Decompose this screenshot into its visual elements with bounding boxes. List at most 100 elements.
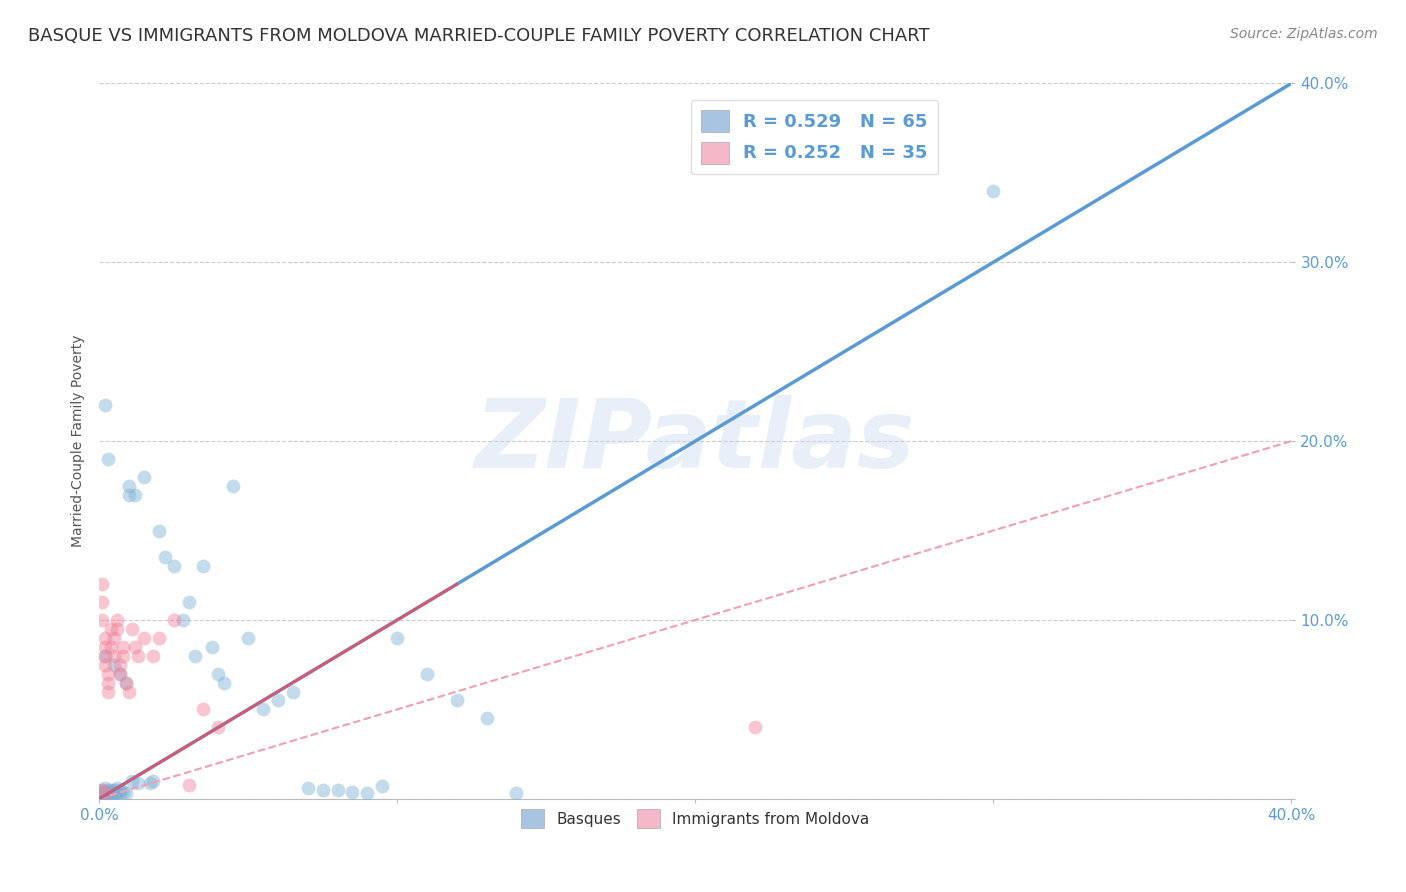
Point	[94, 648, 117, 663]
Point	[207, 720, 229, 734]
Point	[111, 785, 134, 799]
Point	[97, 789, 120, 803]
Point	[446, 693, 468, 707]
Point	[97, 783, 120, 797]
Point	[148, 631, 170, 645]
Point	[91, 577, 114, 591]
Point	[201, 640, 224, 654]
Point	[91, 613, 114, 627]
Point	[183, 648, 205, 663]
Point	[94, 640, 117, 654]
Point	[207, 666, 229, 681]
Point	[97, 787, 120, 801]
Point	[94, 398, 117, 412]
Point	[297, 781, 319, 796]
Point	[91, 787, 114, 801]
Point	[91, 595, 114, 609]
Point	[97, 675, 120, 690]
Point	[281, 684, 304, 698]
Point	[132, 631, 155, 645]
Point	[108, 666, 131, 681]
Point	[105, 781, 128, 796]
Point	[94, 789, 117, 803]
Point	[91, 783, 114, 797]
Point	[91, 783, 114, 797]
Point	[121, 622, 143, 636]
Y-axis label: Married-Couple Family Poverty: Married-Couple Family Poverty	[72, 334, 86, 548]
Point	[97, 666, 120, 681]
Point	[981, 184, 1004, 198]
Point	[103, 789, 125, 803]
Point	[127, 776, 149, 790]
Point	[115, 675, 138, 690]
Point	[177, 778, 200, 792]
Point	[115, 675, 138, 690]
Point	[97, 452, 120, 467]
Point	[91, 785, 114, 799]
Point	[127, 648, 149, 663]
Legend: Basques, Immigrants from Moldova: Basques, Immigrants from Moldova	[516, 804, 875, 834]
Point	[162, 559, 184, 574]
Point	[105, 622, 128, 636]
Point	[193, 702, 215, 716]
Point	[371, 780, 394, 794]
Text: Source: ZipAtlas.com: Source: ZipAtlas.com	[1230, 27, 1378, 41]
Point	[103, 785, 125, 799]
Point	[118, 488, 141, 502]
Point	[103, 648, 125, 663]
Point	[100, 622, 122, 636]
Point	[100, 640, 122, 654]
Point	[94, 787, 117, 801]
Point	[385, 631, 408, 645]
Point	[118, 684, 141, 698]
Point	[100, 787, 122, 801]
Point	[142, 648, 165, 663]
Point	[124, 488, 146, 502]
Point	[162, 613, 184, 627]
Point	[94, 785, 117, 799]
Point	[193, 559, 215, 574]
Point	[97, 785, 120, 799]
Point	[505, 787, 527, 801]
Point	[744, 720, 766, 734]
Point	[108, 666, 131, 681]
Point	[177, 595, 200, 609]
Point	[100, 783, 122, 797]
Point	[236, 631, 259, 645]
Point	[222, 479, 245, 493]
Point	[172, 613, 194, 627]
Point	[108, 783, 131, 797]
Point	[111, 648, 134, 663]
Point	[153, 550, 176, 565]
Point	[132, 470, 155, 484]
Point	[103, 657, 125, 672]
Point	[416, 666, 439, 681]
Point	[94, 657, 117, 672]
Point	[142, 773, 165, 788]
Point	[94, 781, 117, 796]
Point	[100, 785, 122, 799]
Point	[214, 675, 236, 690]
Text: ZIPatlas: ZIPatlas	[475, 394, 915, 488]
Point	[124, 640, 146, 654]
Point	[108, 785, 131, 799]
Point	[97, 684, 120, 698]
Text: BASQUE VS IMMIGRANTS FROM MOLDOVA MARRIED-COUPLE FAMILY POVERTY CORRELATION CHAR: BASQUE VS IMMIGRANTS FROM MOLDOVA MARRIE…	[28, 27, 929, 45]
Point	[311, 783, 333, 797]
Point	[103, 787, 125, 801]
Point	[94, 648, 117, 663]
Point	[94, 787, 117, 801]
Point	[118, 479, 141, 493]
Point	[105, 787, 128, 801]
Point	[148, 524, 170, 538]
Point	[115, 787, 138, 801]
Point	[121, 773, 143, 788]
Point	[326, 783, 349, 797]
Point	[108, 657, 131, 672]
Point	[252, 702, 274, 716]
Point	[139, 776, 162, 790]
Point	[475, 711, 498, 725]
Point	[111, 640, 134, 654]
Point	[103, 631, 125, 645]
Point	[342, 785, 364, 799]
